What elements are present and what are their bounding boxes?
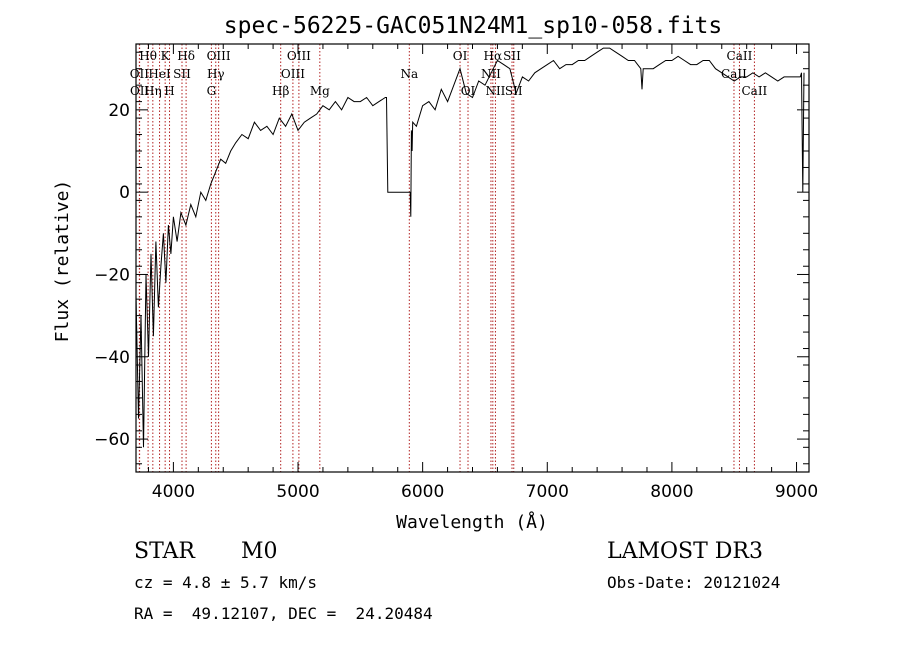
- line-label-10: Hγ: [207, 67, 225, 81]
- plot-frame: [135, 43, 810, 473]
- line-label-13: OIII: [281, 67, 305, 81]
- line-label-1: OII: [130, 67, 150, 81]
- line-label-22: SII: [503, 49, 521, 63]
- line-label-20: NII: [485, 84, 505, 98]
- y-tick-label--20: −20: [94, 265, 130, 285]
- x-tick-label-6000: 6000: [401, 482, 444, 502]
- line-label-4: HeI: [148, 67, 171, 81]
- object-subclass: M0: [241, 539, 278, 564]
- line-label-7: SII: [173, 67, 191, 81]
- x-tick-label-7000: 7000: [526, 482, 569, 502]
- line-label-17: OI: [453, 49, 468, 63]
- coordinates: RA = 49.12107, DEC = 24.20484: [134, 604, 433, 623]
- line-label-12: Hβ: [272, 84, 289, 98]
- line-label-6: H: [164, 84, 174, 98]
- line-label-24: CaII: [721, 67, 747, 81]
- y-tick-label-0: 0: [119, 183, 130, 203]
- x-tick-label-4000: 4000: [152, 482, 195, 502]
- x-tick-label-9000: 9000: [775, 482, 818, 502]
- axis-ticks: 4000 5000 6000 7000 8000 9000 −60 −40 −20 0 20: [94, 44, 818, 502]
- observation-date: Obs-Date: 20121024: [607, 573, 781, 592]
- line-label-15: Mg: [310, 84, 330, 98]
- survey-name: LAMOST DR3: [607, 539, 763, 564]
- x-tick-label-8000: 8000: [650, 482, 693, 502]
- flux-line: [135, 47, 805, 448]
- line-label-5: K: [161, 49, 171, 63]
- line-label-14: OIII: [287, 49, 311, 63]
- y-axis-label: Flux (relative): [52, 180, 73, 343]
- line-label-11: G: [207, 84, 217, 98]
- spectral-line-markers: [138, 44, 755, 472]
- flux-series: [135, 47, 805, 448]
- object-class: STAR: [134, 539, 195, 564]
- line-label-3: Hη: [144, 84, 162, 98]
- line-label-26: CaII: [741, 84, 767, 98]
- chart-title: spec-56225-GAC051N24M1_sp10-058.fits: [224, 13, 723, 39]
- y-tick-label--60: −60: [94, 430, 130, 450]
- redshift-velocity: cz = 4.8 ± 5.7 km/s: [134, 573, 318, 592]
- line-label-25: CaII: [727, 49, 753, 63]
- line-label-0: Hθ: [139, 49, 157, 63]
- x-tick-label-5000: 5000: [276, 482, 319, 502]
- y-tick-label-20: 20: [108, 101, 130, 121]
- line-label-2: OII: [130, 84, 150, 98]
- line-label-16: Na: [400, 67, 418, 81]
- line-label-21: Hα: [484, 49, 503, 63]
- line-label-8: Hδ: [177, 49, 195, 63]
- x-axis-label: Wavelength (Å): [396, 511, 548, 533]
- line-label-9: OIII: [207, 49, 231, 63]
- y-tick-label--40: −40: [94, 348, 130, 368]
